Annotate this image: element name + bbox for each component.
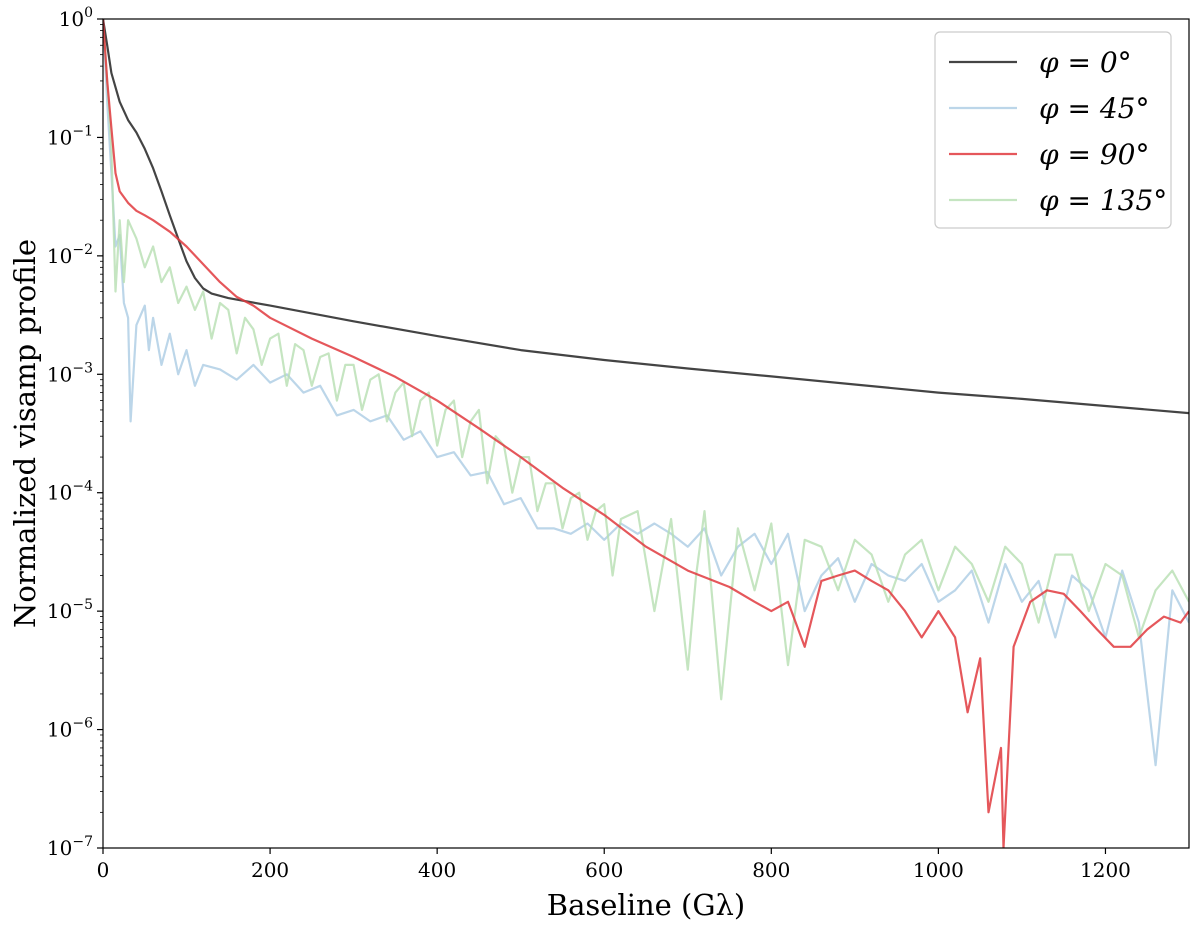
x-tick-label: 0 xyxy=(97,858,110,882)
legend-label: φ = 45° xyxy=(1039,92,1150,125)
legend-label: φ = 90° xyxy=(1039,138,1150,171)
series-line-0 xyxy=(103,19,1189,415)
series-line-1 xyxy=(103,19,1189,767)
plot-frame xyxy=(102,18,1190,849)
x-tick-label: 600 xyxy=(585,858,623,882)
ticks-layer: 0 200 400 600 800 1000 1200 10−7 10−6 10−5 10−4 10−… xyxy=(47,5,1131,882)
x-tick-label: 1200 xyxy=(1080,858,1131,882)
y-tick-label: 10−4 xyxy=(47,479,93,505)
legend-box xyxy=(934,31,1172,229)
y-tick-label: 10−1 xyxy=(47,123,93,149)
y-tick-label: 100 xyxy=(59,5,93,31)
x-tick-label: 200 xyxy=(251,858,289,882)
x-tick-label: 800 xyxy=(752,858,790,882)
series-line-3 xyxy=(103,19,1189,701)
y-tick-label: 10−3 xyxy=(47,360,93,386)
series-layer xyxy=(103,19,1189,848)
x-tick-label: 400 xyxy=(418,858,456,882)
x-tick-label: 1000 xyxy=(913,858,964,882)
series-line-2 xyxy=(103,19,1189,848)
y-tick-label: 10−2 xyxy=(47,242,93,268)
y-tick-label: 10−7 xyxy=(47,834,93,860)
y-axis-label: Normalized visamp profile xyxy=(8,239,42,628)
y-tick-label: 10−6 xyxy=(47,716,93,742)
x-axis-label: Baseline (Gλ) xyxy=(547,888,745,922)
legend-label: φ = 0° xyxy=(1039,46,1132,79)
legend-label: φ = 135° xyxy=(1039,184,1167,217)
legend: φ = 0° φ = 45° φ = 90° φ = 135° xyxy=(934,31,1172,229)
y-tick-label: 10−5 xyxy=(47,597,93,623)
